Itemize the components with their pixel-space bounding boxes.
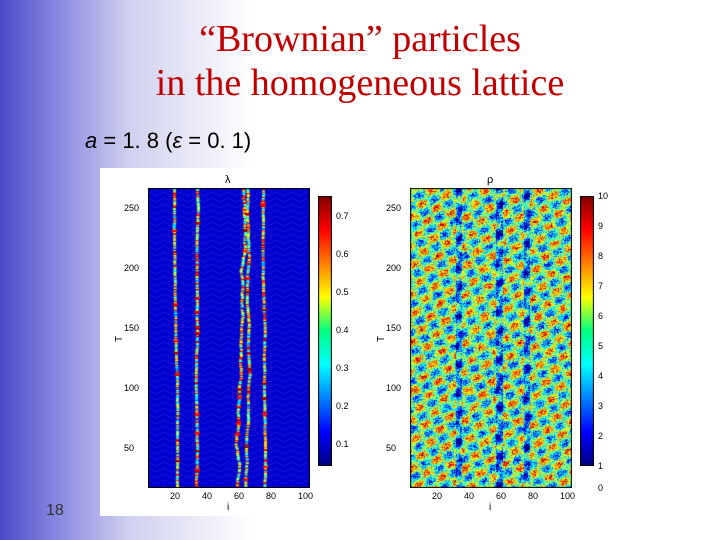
tick-label: 250 (386, 203, 401, 213)
tick-label: 0.5 (336, 287, 349, 297)
x-axis-label-left: i (227, 502, 229, 513)
tick-label: 3 (598, 401, 603, 411)
tick-label: 50 (124, 443, 134, 453)
tick-label: 20 (170, 491, 180, 501)
x-axis-label-right: i (489, 502, 491, 513)
colorbar-lambda (318, 196, 332, 466)
tick-label: 60 (234, 491, 244, 501)
tick-label: 50 (386, 443, 396, 453)
tick-label: 0.6 (336, 249, 349, 259)
tick-label: 7 (598, 281, 603, 291)
tick-label: 200 (124, 263, 139, 273)
tick-label: 0.3 (336, 363, 349, 373)
param-a: a (85, 128, 97, 153)
tick-label: 0.2 (336, 401, 349, 411)
title-line-1: “Brownian” particles (199, 18, 521, 60)
panel-title-rho: ρ (487, 174, 493, 186)
tick-label: 100 (124, 383, 139, 393)
tick-label: 8 (598, 251, 603, 261)
param-suffix: = 0. 1) (182, 128, 251, 153)
heatmap-lambda (148, 188, 310, 488)
tick-label: 20 (432, 491, 442, 501)
tick-label: 2 (598, 431, 603, 441)
tick-label: 100 (298, 491, 313, 501)
param-eps: ε (172, 128, 182, 153)
y-axis-label-left: T (114, 336, 125, 342)
tick-label: 0.1 (336, 439, 349, 449)
tick-label: 80 (528, 491, 538, 501)
tick-label: 150 (124, 323, 139, 333)
tick-label: 4 (598, 371, 603, 381)
tick-label: 10 (598, 191, 608, 201)
tick-label: 100 (560, 491, 575, 501)
slide-number: 18 (46, 502, 64, 520)
tick-label: 0.7 (336, 211, 349, 221)
tick-label: 1 (598, 461, 603, 471)
tick-label: 9 (598, 221, 603, 231)
tick-label: 40 (202, 491, 212, 501)
tick-label: 60 (496, 491, 506, 501)
slide-title: “Brownian” particles in the homogeneous … (0, 0, 720, 105)
tick-label: 250 (124, 203, 139, 213)
tick-label: 6 (598, 311, 603, 321)
title-line-2: in the homogeneous lattice (156, 62, 564, 104)
tick-label: 80 (266, 491, 276, 501)
tick-label: 200 (386, 263, 401, 273)
tick-label: 100 (386, 383, 401, 393)
y-axis-label-right: T (376, 336, 387, 342)
tick-label: 5 (598, 341, 603, 351)
chart-container: λ ρ T T i i 50100150200250204060801000.7… (100, 168, 645, 516)
param-mid: = 1. 8 ( (97, 128, 172, 153)
tick-label: 0.4 (336, 325, 349, 335)
panel-title-lambda: λ (225, 174, 231, 186)
parameter-subtitle: a = 1. 8 (ε = 0. 1) (85, 128, 251, 154)
heatmap-rho (410, 188, 572, 488)
tick-label: 150 (386, 323, 401, 333)
colorbar-rho (580, 196, 594, 466)
tick-label: 0 (598, 483, 603, 493)
tick-label: 40 (464, 491, 474, 501)
